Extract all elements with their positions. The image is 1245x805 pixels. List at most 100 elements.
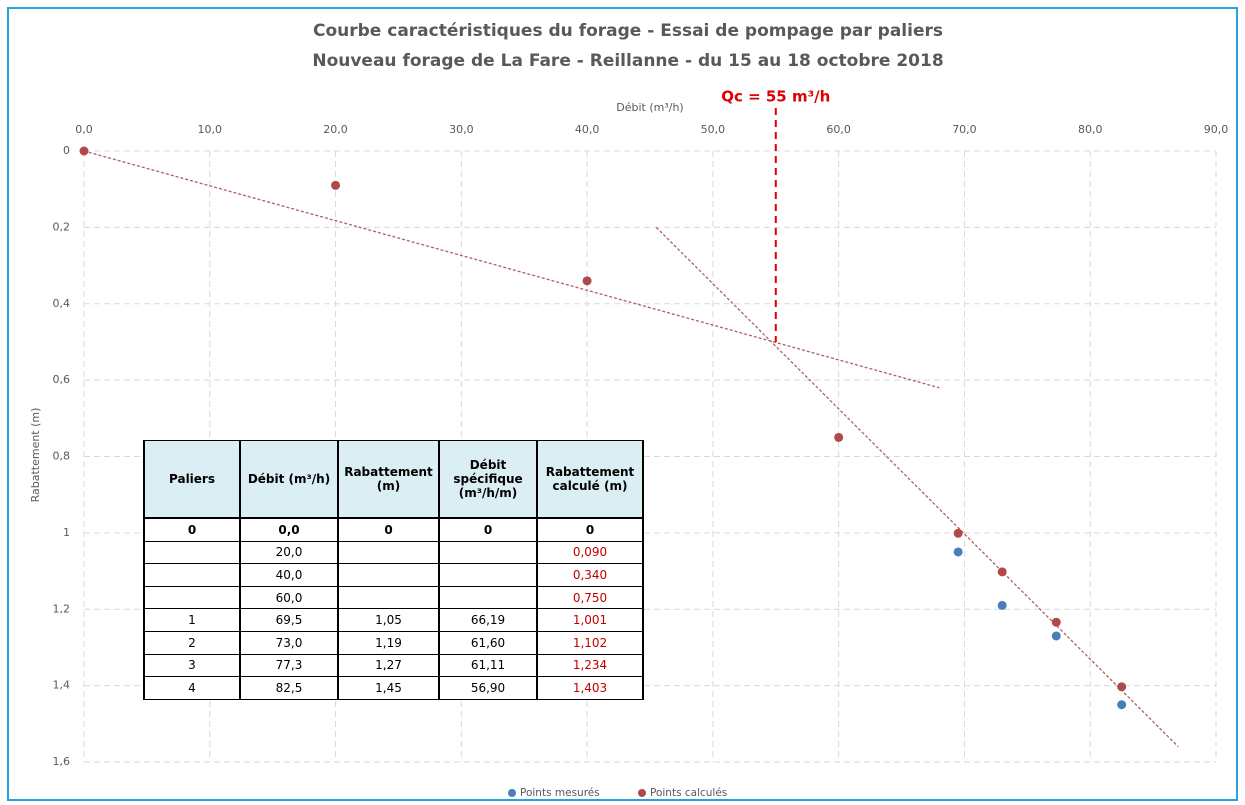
- y-axis-label: Rabattement (m): [29, 408, 42, 503]
- table-cell: 69,5: [239, 608, 339, 632]
- table-cell: 0: [337, 516, 440, 542]
- y-tick-label: 1,2: [53, 602, 71, 615]
- y-tick-label: 1,6: [53, 755, 71, 768]
- table-cell: [337, 540, 440, 565]
- y-tick-label: 1: [63, 526, 70, 539]
- point: [582, 276, 592, 286]
- table-cell: 1,234: [536, 653, 644, 678]
- table-cell: 61,60: [438, 630, 538, 655]
- legend-marker: [508, 789, 516, 797]
- table-cell: 3: [143, 653, 241, 678]
- x-tick-label: 20,0: [323, 123, 348, 136]
- header-cell: Débit (m³/h): [239, 440, 339, 519]
- table-cell: 1,05: [337, 608, 440, 632]
- table-cell: 1,001: [536, 608, 644, 632]
- table-cell: 40,0: [239, 563, 339, 587]
- point: [331, 180, 341, 190]
- table-cell: 0: [536, 516, 644, 542]
- point: [997, 600, 1007, 610]
- header-row: Paliers Débit (m³/h) Rabattement (m) Débit …: [143, 440, 644, 519]
- table-cell: 1,102: [536, 630, 644, 655]
- table-cell: 77,3: [239, 653, 339, 678]
- x-tick-label: 60,0: [826, 123, 851, 136]
- table-cell: 60,0: [239, 585, 339, 610]
- point: [997, 567, 1007, 577]
- table-row: 0 0,0 0 0 0: [143, 516, 644, 542]
- x-tick-label: 90,0: [1204, 123, 1229, 136]
- chart-title: Courbe caractéristiques du forage - Essa…: [313, 21, 943, 41]
- point: [953, 547, 963, 557]
- y-tick-label: 0,8: [53, 450, 71, 463]
- table-cell: 4: [143, 676, 241, 700]
- table-row: 4 82,5 1,45 56,90 1,403: [143, 676, 644, 700]
- chart-subtitle: Nouveau forage de La Fare - Reillanne - …: [312, 51, 943, 71]
- y-tick-label: 0,6: [53, 373, 71, 386]
- table-cell: [337, 563, 440, 587]
- table-cell: 0,0: [239, 516, 339, 542]
- data-table: Paliers Débit (m³/h) Rabattement (m) Débit …: [143, 440, 644, 700]
- header-cell: Rabattement calculé (m): [536, 440, 644, 519]
- y-tick-label: 0,4: [53, 297, 71, 310]
- x-tick-label: 70,0: [952, 123, 977, 136]
- table-cell: 0,340: [536, 563, 644, 587]
- legend-label: Points mesurés: [520, 787, 600, 799]
- point: [953, 528, 963, 538]
- table-row: 60,0 0,750: [143, 585, 644, 610]
- y-tick-label: 0,2: [53, 220, 71, 233]
- annotation: Qc = 55 m³/h: [721, 88, 830, 106]
- table-cell: 0,090: [536, 540, 644, 565]
- table-cell: 61,11: [438, 653, 538, 678]
- y-tick-label: 0: [63, 144, 70, 157]
- table-cell: 73,0: [239, 630, 339, 655]
- table-row: 1 69,5 1,05 66,19 1,001: [143, 608, 644, 632]
- table-row: 40,0 0,340: [143, 563, 644, 587]
- point: [1051, 631, 1061, 641]
- table-cell: 66,19: [438, 608, 538, 632]
- x-tick-label: 80,0: [1078, 123, 1103, 136]
- table-cell: 82,5: [239, 676, 339, 700]
- table-cell: 1,19: [337, 630, 440, 655]
- legend-label: Points calculés: [650, 787, 727, 799]
- x-tick-label: 30,0: [449, 123, 474, 136]
- point: [1117, 700, 1127, 710]
- frame: [7, 7, 1238, 801]
- x-tick-label: 10,0: [198, 123, 223, 136]
- table-cell: [337, 585, 440, 610]
- table-cell: 1,27: [337, 653, 440, 678]
- table-cell: 1,45: [337, 676, 440, 700]
- header-cell: Débit spécifique (m³/h/m): [438, 440, 538, 519]
- x-tick-label: 0,0: [75, 123, 93, 136]
- trend-line: [83, 150, 940, 389]
- table-cell: [438, 540, 538, 565]
- table-row: 2 73,0 1,19 61,60 1,102: [143, 630, 644, 655]
- table-cell: 1: [143, 608, 241, 632]
- table-cell: [438, 563, 538, 587]
- x-tick-label: 40,0: [575, 123, 600, 136]
- table-row: 20,0 0,090: [143, 540, 644, 565]
- table-cell: 2: [143, 630, 241, 655]
- table-row: 3 77,3 1,27 61,11 1,234: [143, 653, 644, 678]
- table-cell: [143, 563, 241, 587]
- table-cell: 1,403: [536, 676, 644, 700]
- x-axis-label: Débit (m³/h): [616, 101, 683, 114]
- point: [1117, 682, 1127, 692]
- table-cell: 0,750: [536, 585, 644, 610]
- header-cell: Rabattement (m): [337, 440, 440, 519]
- trend-line: [655, 226, 1179, 748]
- table-cell: 56,90: [438, 676, 538, 700]
- x-tick-label: 50,0: [701, 123, 726, 136]
- legend-marker: [638, 789, 646, 797]
- table-cell: [438, 585, 538, 610]
- table-cell: [143, 585, 241, 610]
- y-tick-label: 1,4: [53, 679, 71, 692]
- table-cell: 0: [438, 516, 538, 542]
- table-cell: 0: [143, 516, 241, 542]
- header-cell: Paliers: [143, 440, 241, 519]
- point: [1051, 617, 1061, 627]
- table-cell: 20,0: [239, 540, 339, 565]
- point: [834, 432, 844, 442]
- point: [79, 146, 89, 156]
- table-cell: [143, 540, 241, 565]
